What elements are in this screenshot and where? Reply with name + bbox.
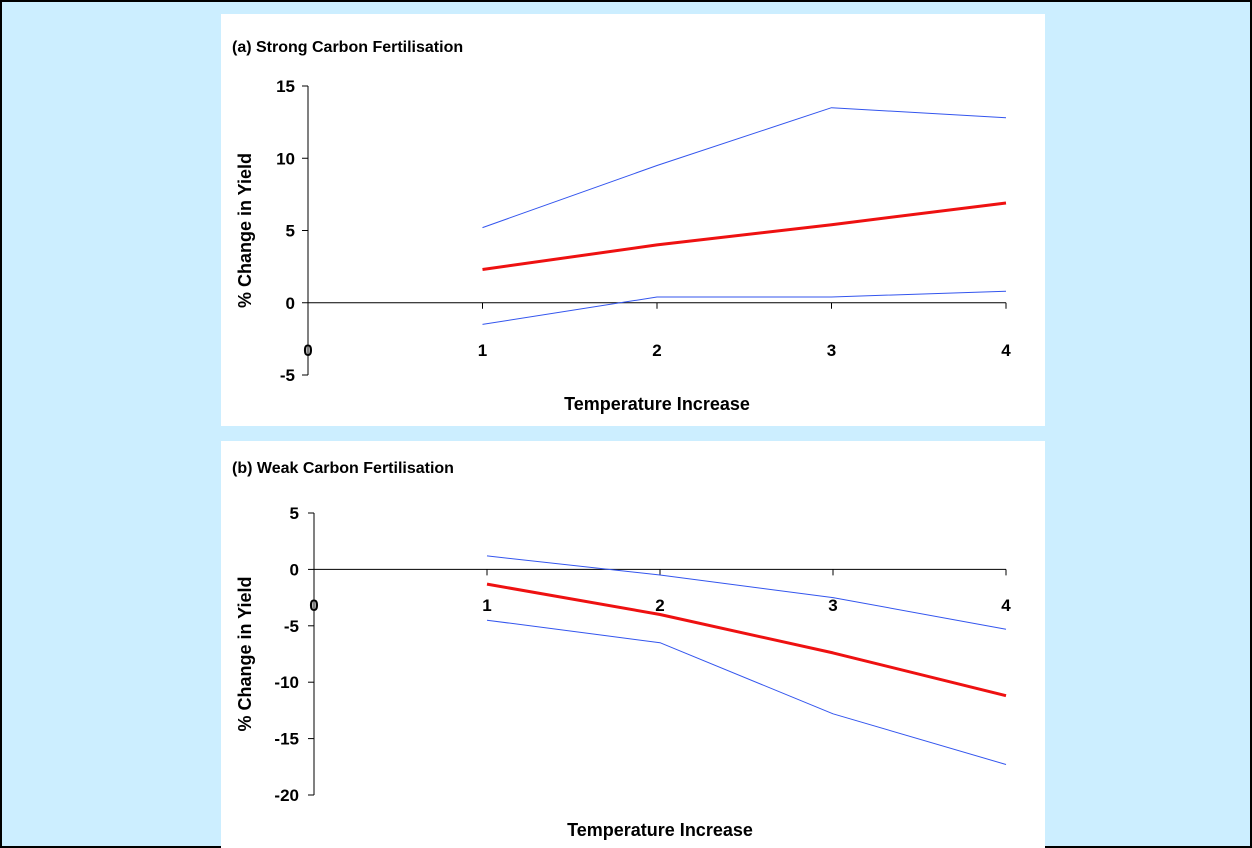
series-line-upper — [486, 555, 1007, 630]
x-tick-label: 0 — [303, 341, 312, 360]
chart-strong-svg: (a) Strong Carbon Fertilisation 15 10 5 0 -5 0… — [232, 39, 1011, 414]
x-tick-label: 2 — [655, 596, 664, 615]
series-line-central — [486, 582, 1007, 698]
series-line-upper — [482, 107, 1007, 229]
x-tick-label: 2 — [652, 341, 661, 360]
series-line-lower — [482, 290, 1007, 325]
x-tick-label: 0 — [309, 596, 318, 615]
chart-title: (a) Strong Carbon Fertilisation — [232, 39, 463, 56]
y-tick-label: -15 — [274, 730, 299, 749]
y-tick-label: -10 — [274, 673, 299, 692]
y-axis-title: % Change in Yield — [235, 153, 255, 308]
series-line-lower — [486, 619, 1007, 765]
y-tick-label: -20 — [274, 786, 299, 805]
chart-title: (b) Weak Carbon Fertilisation — [232, 460, 454, 477]
y-tick-label: 5 — [286, 222, 295, 241]
y-tick-label: 0 — [290, 560, 299, 579]
x-tick-label: 3 — [827, 341, 836, 360]
y-tick-label: -5 — [284, 617, 299, 636]
chart-panel-strong: (a) Strong Carbon Fertilisation 15 10 5 0 -5 0… — [221, 14, 1045, 426]
series-line-central — [482, 201, 1007, 271]
x-axis-title: Temperature Increase — [564, 394, 750, 414]
x-tick-label: 3 — [828, 596, 837, 615]
x-tick-label: 1 — [478, 341, 487, 360]
y-tick-label: 0 — [286, 294, 295, 313]
y-tick-label: 15 — [276, 77, 295, 96]
y-axis-title: % Change in Yield — [235, 576, 255, 731]
x-tick-label: 4 — [1001, 596, 1011, 615]
x-tick-label: 1 — [482, 596, 491, 615]
x-tick-label: 4 — [1001, 341, 1011, 360]
chart-panel-weak: (b) Weak Carbon Fertilisation 5 0 -5 -10 -15 -… — [221, 441, 1045, 848]
y-tick-label: -5 — [280, 366, 295, 385]
y-tick-label: 5 — [290, 504, 299, 523]
x-axis-title: Temperature Increase — [567, 820, 753, 840]
chart-weak-svg: (b) Weak Carbon Fertilisation 5 0 -5 -10 -15 -… — [232, 460, 1011, 840]
y-tick-label: 10 — [276, 149, 295, 168]
